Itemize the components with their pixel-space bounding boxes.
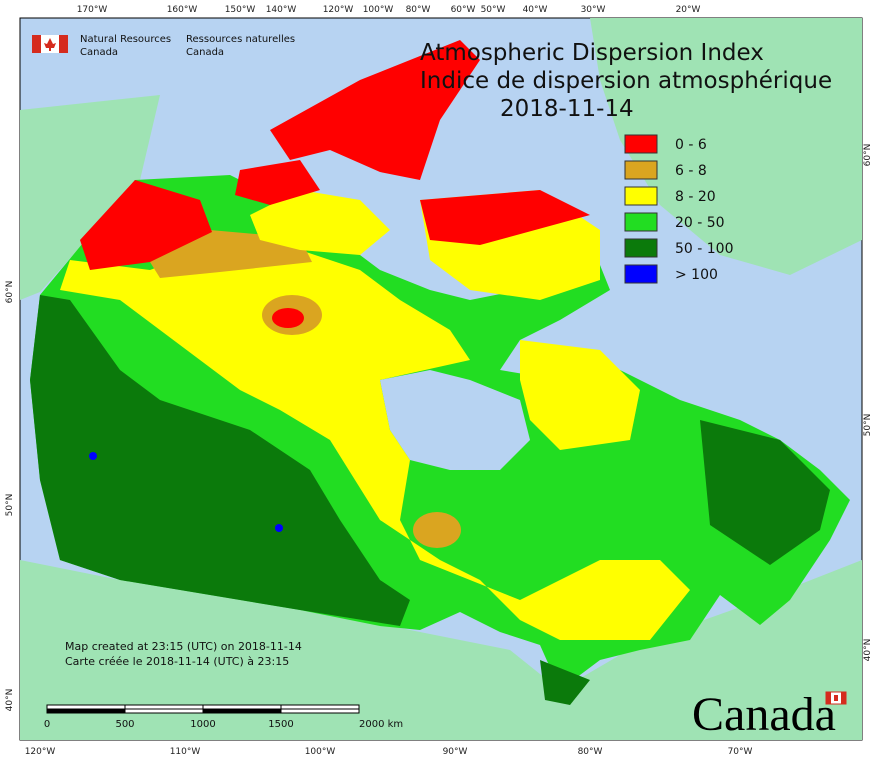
longitude-label: 100°W: [305, 747, 336, 757]
wordmark-flag: [841, 692, 846, 704]
zone-50-100-east: [700, 420, 830, 565]
latitude-label: 40°N: [863, 639, 873, 662]
longitude-label: 120°W: [25, 747, 56, 757]
scale-label: 1000: [190, 719, 215, 730]
legend-swatch: [624, 264, 658, 284]
zone-8-20: [60, 240, 690, 640]
scale-label: 1500: [268, 719, 293, 730]
legend-swatch: [624, 186, 658, 206]
zone-50-100-south: [540, 660, 590, 705]
scale-segment: [202, 708, 282, 714]
latitude-label: 60°N: [5, 281, 15, 304]
longitude-label: 140°W: [266, 5, 297, 15]
baffin-north: [420, 190, 590, 245]
agency-fr: Ressources naturelles: [186, 34, 295, 45]
zone-8-20-quebec: [520, 340, 640, 450]
legend-label: 20 - 50: [675, 215, 725, 231]
longitude-label: 40°W: [523, 5, 548, 15]
scale-segment: [124, 708, 204, 714]
alaska: [20, 95, 160, 300]
zone-0-6-northwest: [80, 180, 212, 270]
scale-segment: [46, 704, 126, 710]
longitude-label: 80°W: [406, 5, 431, 15]
latitude-label: 50°N: [863, 414, 873, 437]
latitude-label: 60°N: [863, 144, 873, 167]
flag-leaf: [44, 38, 56, 51]
legend-label: 50 - 100: [675, 241, 734, 257]
island-red: [235, 160, 320, 205]
scale-segment: [280, 708, 360, 714]
note: Map created at 23:15 (UTC) on 2018-11-14: [65, 640, 302, 653]
zone-50-100-west: [30, 295, 410, 626]
scale-segment: [46, 708, 126, 714]
legend-swatch: [624, 212, 658, 232]
title-en: Atmospheric Dispersion Index: [420, 40, 764, 66]
longitude-label: 90°W: [443, 747, 468, 757]
longitude-label: 50°W: [481, 5, 506, 15]
longitude-label: 120°W: [323, 5, 354, 15]
legend-label: > 100: [675, 267, 718, 283]
longitude-label: 70°W: [728, 747, 753, 757]
legend-label: 8 - 20: [675, 189, 716, 205]
longitude-label: 100°W: [363, 5, 394, 15]
zone-over-100: [275, 524, 283, 532]
scale-segment: [124, 704, 204, 710]
date: 2018-11-14: [500, 96, 634, 122]
hudson-bay: [380, 370, 530, 470]
wordmark: Canada: [692, 688, 836, 741]
longitude-label: 20°W: [676, 5, 701, 15]
longitude-label: 80°W: [578, 747, 603, 757]
scale-segment: [202, 704, 282, 710]
title-fr: Indice de dispersion atmosphérique: [420, 68, 832, 94]
legend-swatch: [624, 238, 658, 258]
note: Carte créée le 2018-11-14 (UTC) à 23:15: [65, 655, 289, 668]
longitude-label: 110°W: [170, 747, 201, 757]
scale-segment: [280, 704, 360, 710]
united-states: [20, 560, 862, 740]
longitude-label: 160°W: [167, 5, 198, 15]
agency-en: Canada: [80, 47, 118, 58]
latitude-label: 50°N: [5, 494, 15, 517]
latitude-label: 40°N: [5, 689, 15, 712]
zone-0-6-spot: [272, 308, 304, 328]
zone-over-100: [89, 452, 97, 460]
legend-label: 0 - 6: [675, 137, 707, 153]
longitude-label: 30°W: [581, 5, 606, 15]
longitude-label: 150°W: [225, 5, 256, 15]
longitude-label: 60°W: [451, 5, 476, 15]
flag-bar: [32, 35, 41, 53]
scale-label: 0: [44, 719, 50, 730]
agency-fr: Canada: [186, 47, 224, 58]
longitude-label: 170°W: [77, 5, 108, 15]
wordmark-flag: [826, 692, 831, 704]
legend-swatch: [624, 160, 658, 180]
scale-label: 500: [115, 719, 134, 730]
greenland: [590, 18, 862, 275]
agency-en: Natural Resources: [80, 34, 171, 45]
legend-label: 6 - 8: [675, 163, 707, 179]
wordmark-flag: [834, 695, 838, 701]
high-arctic: [270, 40, 480, 180]
island: [250, 190, 390, 255]
legend-swatch: [624, 134, 658, 154]
zone-6-8-spot: [413, 512, 461, 548]
scale-label: 2000 km: [359, 719, 403, 730]
flag-bar: [59, 35, 68, 53]
